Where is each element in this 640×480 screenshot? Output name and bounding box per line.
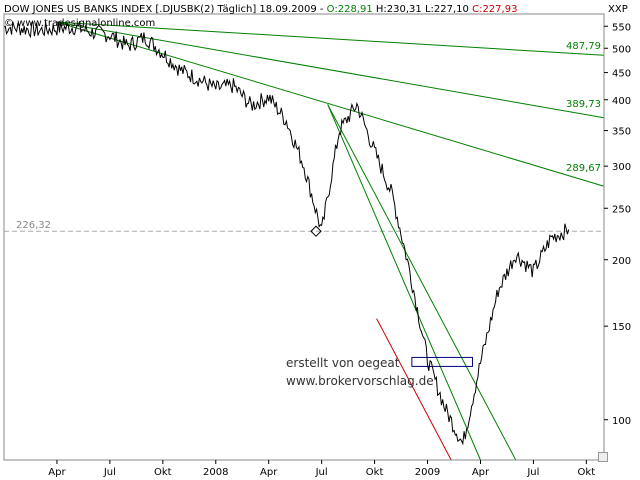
header-high-low: H:230,31 L:227,10 bbox=[375, 4, 469, 15]
fan-label: 487,79 bbox=[566, 41, 601, 52]
copyright: © www.tradesignalonline.com bbox=[4, 18, 156, 29]
consolidation-box bbox=[411, 356, 473, 367]
y-tick-label: 550 bbox=[612, 22, 631, 33]
price-line bbox=[3, 21, 570, 446]
red-line bbox=[376, 318, 452, 461]
x-tick-label: Apr bbox=[48, 467, 66, 478]
header-title: DOW JONES US BANKS INDEX [.DJUSBK(2) Täg… bbox=[4, 4, 324, 15]
fan-line bbox=[56, 21, 605, 119]
fan-line bbox=[56, 21, 605, 187]
fan-label: 389,73 bbox=[566, 99, 601, 110]
y-tick-label: 500 bbox=[612, 44, 631, 55]
scale-label: XXP bbox=[608, 4, 628, 15]
fan-lines bbox=[56, 21, 605, 461]
y-tick-label: 300 bbox=[612, 162, 631, 173]
y-tick-label: 150 bbox=[612, 322, 631, 333]
x-tick-label: Jul bbox=[315, 467, 328, 478]
x-tick-label: Apr bbox=[472, 467, 490, 478]
y-tick-label: 250 bbox=[612, 204, 631, 215]
plot-border bbox=[3, 13, 605, 461]
fan-line-2b bbox=[327, 104, 481, 461]
x-tick-label: Okt bbox=[578, 467, 596, 478]
reference-label: 226,32 bbox=[16, 220, 51, 231]
x-tick-label: Okt bbox=[366, 467, 384, 478]
diamond-marker bbox=[310, 225, 322, 237]
chart-header: DOW JONES US BANKS INDEX [.DJUSBK(2) Täg… bbox=[4, 4, 517, 15]
axes: 550 500 450 400 350 300 250 200 150 100 Apr Jul Okt 2… bbox=[3, 13, 631, 478]
watermark-line1: erstellt von oegeat bbox=[286, 356, 400, 370]
y-tick-label: 100 bbox=[612, 416, 631, 427]
price-series bbox=[3, 21, 570, 446]
y-tick-label: 200 bbox=[612, 256, 631, 267]
x-tick-label: 2009 bbox=[415, 467, 440, 478]
y-tick-label: 450 bbox=[612, 69, 631, 80]
fan-label: 289,67 bbox=[566, 163, 601, 174]
header-close: C:227,93 bbox=[472, 4, 518, 15]
x-tick-label: Jul bbox=[103, 467, 116, 478]
y-tick-label: 350 bbox=[612, 127, 631, 138]
fan-line-2a bbox=[327, 104, 517, 461]
y-tick-label: 400 bbox=[612, 96, 631, 107]
fan-line bbox=[56, 21, 605, 56]
x-tick-label: Okt bbox=[154, 467, 172, 478]
header-open: O:228,91 bbox=[326, 4, 373, 15]
labels: 226,32 487,79 389,73 289,67 bbox=[16, 41, 601, 231]
x-tick-label: 2008 bbox=[203, 467, 228, 478]
resize-handle[interactable] bbox=[598, 452, 608, 462]
x-tick-label: Apr bbox=[260, 467, 278, 478]
extra-lines bbox=[310, 225, 473, 461]
x-tick-label: Jul bbox=[526, 467, 539, 478]
watermark-line2: www.brokervorschlag.de bbox=[286, 374, 434, 388]
